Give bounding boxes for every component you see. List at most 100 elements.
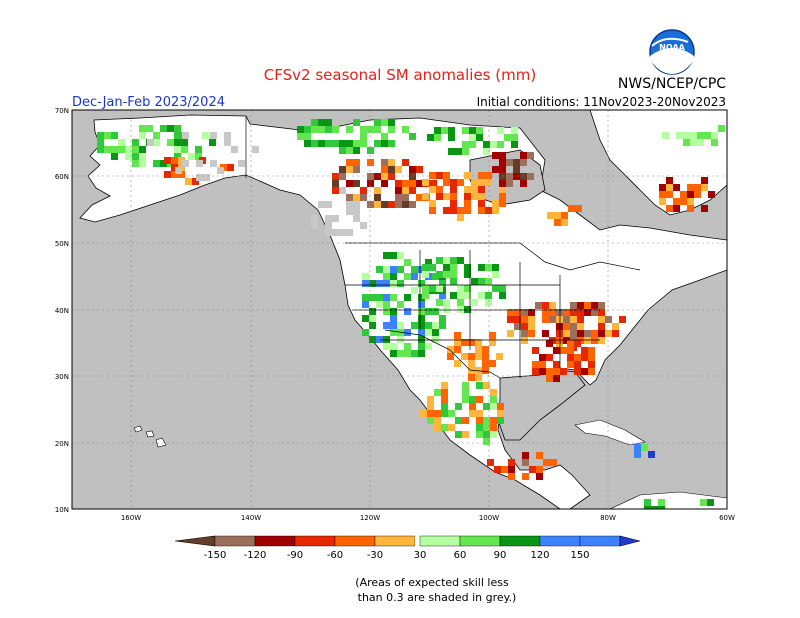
anomaly-cell — [104, 146, 111, 153]
anomaly-cell — [457, 292, 464, 299]
anomaly-cell — [492, 285, 499, 292]
anomaly-cell — [411, 287, 418, 294]
anomaly-cell — [492, 152, 499, 159]
anomaly-cell — [353, 119, 360, 126]
anomaly-cell — [494, 466, 501, 473]
anomaly-cell — [422, 285, 429, 292]
low-skill-cell — [353, 201, 360, 208]
anomaly-cell — [462, 382, 469, 389]
anomaly-cell — [397, 252, 404, 259]
anomaly-cell — [694, 191, 701, 198]
anomaly-cell — [425, 322, 432, 329]
anomaly-cell — [521, 309, 528, 316]
anomaly-cell — [439, 294, 446, 301]
low-skill-cell — [196, 174, 203, 181]
anomaly-cell — [659, 198, 666, 205]
anomaly-cell — [574, 368, 581, 375]
anomaly-cell — [369, 336, 376, 343]
anomaly-cell — [575, 205, 582, 212]
anomaly-cell — [536, 473, 543, 480]
anomaly-cell — [527, 173, 534, 180]
anomaly-cell — [167, 139, 174, 146]
anomaly-cell — [404, 294, 411, 301]
anomaly-cell — [514, 323, 521, 330]
anomaly-cell — [436, 285, 443, 292]
anomaly-cell — [497, 403, 504, 410]
anomaly-cell — [492, 200, 499, 207]
anomaly-cell — [718, 125, 725, 132]
anomaly-cell — [492, 271, 499, 278]
anomaly-cell — [174, 146, 181, 153]
anomaly-cell — [390, 252, 397, 259]
anomaly-cell — [528, 330, 535, 337]
anomaly-cell — [644, 506, 651, 509]
anomaly-cell — [367, 159, 374, 166]
low-skill-cell — [311, 215, 318, 222]
anomaly-cell — [381, 133, 388, 140]
anomaly-cell — [132, 160, 139, 167]
anomaly-cell — [457, 299, 464, 306]
anomaly-cell — [432, 336, 439, 343]
anomaly-cell — [416, 166, 423, 173]
anomaly-cell — [325, 140, 332, 147]
anomaly-cell — [556, 323, 563, 330]
anomaly-cell — [687, 184, 694, 191]
anomaly-cell — [568, 205, 575, 212]
anomaly-cell — [641, 444, 648, 451]
anomaly-cell — [556, 309, 563, 316]
anomaly-cell — [353, 147, 360, 154]
anomaly-cell — [542, 330, 549, 337]
anomaly-cell — [468, 374, 475, 381]
anomaly-cell — [376, 294, 383, 301]
anomaly-cell — [490, 403, 497, 410]
anomaly-cell — [369, 322, 376, 329]
anomaly-cell — [697, 139, 704, 146]
anomaly-cell — [680, 191, 687, 198]
anomaly-cell — [429, 264, 436, 271]
anomaly-cell — [532, 368, 539, 375]
anomaly-cell — [418, 315, 425, 322]
anomaly-cell — [174, 139, 181, 146]
anomaly-cell — [546, 340, 553, 347]
anomaly-cell — [490, 396, 497, 403]
anomaly-cell — [360, 140, 367, 147]
anomaly-cell — [644, 499, 651, 506]
anomaly-cell — [422, 292, 429, 299]
anomaly-cell — [687, 198, 694, 205]
anomaly-cell — [390, 266, 397, 273]
anomaly-cell — [676, 132, 683, 139]
low-skill-cell — [346, 208, 353, 215]
anomaly-cell — [297, 133, 304, 140]
anomaly-cell — [374, 187, 381, 194]
anomaly-cell — [471, 179, 478, 186]
anomaly-cell — [429, 285, 436, 292]
anomaly-cell — [402, 180, 409, 187]
anomaly-cell — [556, 337, 563, 344]
anomaly-cell — [546, 375, 553, 382]
anomaly-cell — [383, 280, 390, 287]
latitude-labels: 70N 60N 50N 40N 30N 20N 10N — [55, 107, 69, 514]
anomaly-cell — [489, 360, 496, 367]
low-skill-cell — [325, 222, 332, 229]
anomaly-cell — [402, 187, 409, 194]
anomaly-cell — [490, 431, 497, 438]
low-skill-cell — [311, 222, 318, 229]
anomaly-cell — [432, 322, 439, 329]
anomaly-cell — [436, 172, 443, 179]
anomaly-cell — [367, 201, 374, 208]
anomaly-cell — [450, 179, 457, 186]
anomaly-cell — [469, 127, 476, 134]
anomaly-cell — [556, 316, 563, 323]
legend-label: -90 — [287, 550, 303, 561]
anomaly-cell — [634, 444, 641, 451]
anomaly-cell — [118, 146, 125, 153]
anomaly-cell — [97, 139, 104, 146]
anomaly-cell — [311, 119, 318, 126]
anomaly-cell — [659, 184, 666, 191]
low-skill-cell — [325, 229, 332, 236]
anomaly-cell — [464, 306, 471, 313]
anomaly-cell — [478, 264, 485, 271]
anomaly-cell — [171, 171, 178, 178]
anomaly-cell — [439, 322, 446, 329]
anomaly-cell — [416, 180, 423, 187]
